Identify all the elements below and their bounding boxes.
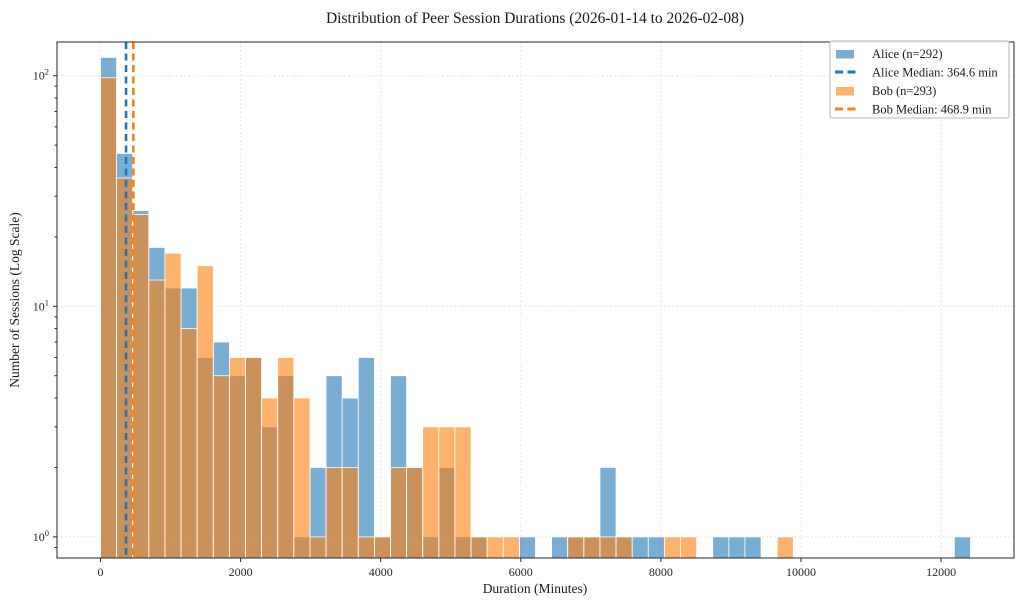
x-tick-label: 4000 (369, 565, 393, 579)
alice-bar (728, 536, 746, 559)
bob-bar (309, 536, 327, 559)
bob-bar (180, 328, 198, 559)
bob-bar (212, 375, 230, 559)
y-axis-label: Number of Sessions (Log Scale) (7, 212, 22, 387)
median-lines-layer (124, 42, 135, 558)
bob-bar (341, 467, 359, 559)
bars-layer (100, 57, 971, 559)
alice-bar (744, 536, 762, 559)
bob-bar (422, 426, 440, 559)
bob-bar (196, 265, 214, 559)
x-tick-label: 12000 (926, 565, 956, 579)
alice-bar (551, 536, 569, 559)
chart-title: Distribution of Peer Session Durations (… (326, 10, 744, 27)
bob-bar (116, 177, 134, 559)
bob-bar (228, 357, 246, 559)
alice-bar (712, 536, 730, 559)
bob-bar (615, 536, 633, 559)
bob-bar (680, 536, 698, 559)
x-tick-label: 0 (98, 565, 104, 579)
bob-bar (277, 357, 295, 559)
bob-bar (486, 536, 504, 559)
bob-bar (454, 426, 472, 559)
bob-bar (406, 467, 424, 559)
bob-bar (164, 252, 182, 559)
bob-bar (132, 214, 150, 559)
bob-bar (261, 397, 279, 559)
legend-label-alice: Alice (n=292) (872, 47, 943, 61)
y-tick-label: 102 (33, 67, 49, 83)
legend: Alice (n=292) Alice Median: 364.6 min Bo… (829, 40, 1010, 119)
axes-spines (56, 41, 1015, 559)
bob-bar (470, 536, 488, 559)
legend-frame (829, 40, 1010, 119)
bob-bar (325, 467, 343, 559)
y-tick-label: 101 (33, 297, 49, 313)
bob-bar (245, 357, 263, 559)
bob-bar (776, 536, 794, 559)
legend-swatch-alice (836, 50, 854, 59)
bob-bar (390, 467, 408, 559)
legend-label-bob-median: Bob Median: 468.9 min (872, 103, 992, 117)
bob-bar (293, 397, 311, 559)
x-tick-label: 8000 (649, 565, 673, 579)
legend-label-alice-median: Alice Median: 364.6 min (872, 66, 998, 80)
alice-bar (953, 536, 971, 559)
bob-bar (567, 536, 585, 559)
alice-bar (647, 536, 665, 559)
bob-bar (148, 279, 166, 559)
bob-bar (357, 536, 375, 559)
alice-bar (357, 357, 375, 559)
bob-bar (373, 536, 391, 559)
x-tick-label: 6000 (509, 565, 533, 579)
bob-bar (583, 536, 601, 559)
bob-bar (599, 536, 617, 559)
legend-swatch-bob (836, 87, 854, 96)
bob-bar (663, 536, 681, 559)
legend-label-bob: Bob (n=293) (872, 84, 936, 98)
bob-bar (438, 426, 456, 559)
x-axis-label: Duration (Minutes) (483, 581, 588, 596)
bob-bar (100, 77, 118, 559)
alice-bar (631, 536, 649, 559)
alice-bar (518, 536, 536, 559)
tick-layer: 0 2000 4000 6000 8000 10000 12000 100 101 102 (33, 67, 956, 579)
y-tick-label: 100 (33, 528, 49, 544)
x-tick-label: 10000 (786, 565, 816, 579)
bob-bar (502, 536, 520, 559)
x-tick-label: 2000 (229, 565, 253, 579)
